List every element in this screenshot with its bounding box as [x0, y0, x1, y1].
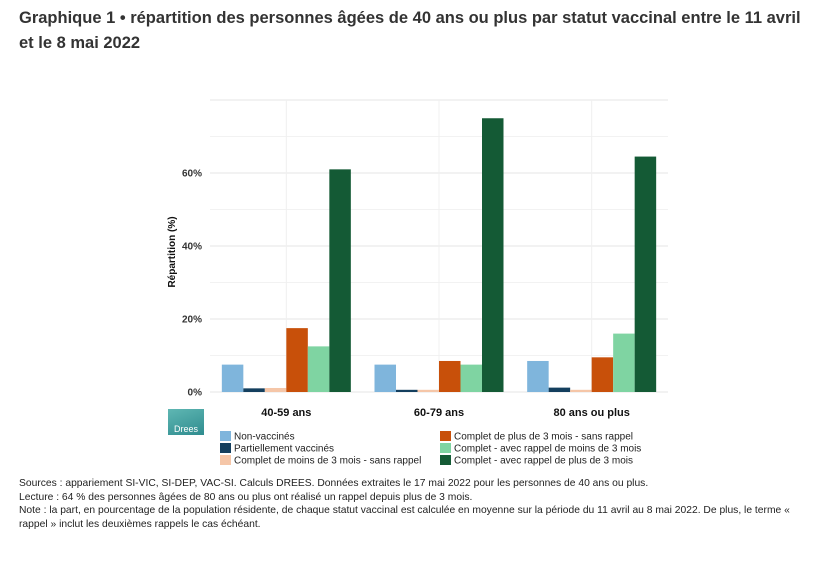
- legend-label: Complet - avec rappel de plus de 3 mois: [454, 456, 633, 467]
- bar: [243, 388, 265, 392]
- legend-swatch: [440, 431, 451, 441]
- bar: [264, 387, 287, 392]
- bar: [591, 357, 614, 392]
- bar: [613, 333, 635, 392]
- sources-note: Sources : appariement SI-VIC, SI-DEP, VA…: [19, 478, 649, 489]
- legend-label: Non-vaccinés: [234, 432, 295, 443]
- legend-swatch: [220, 443, 231, 453]
- x-tick-label: 80 ans ou plus: [553, 407, 629, 419]
- x-tick-label: 60-79 ans: [414, 407, 464, 419]
- legend: Non-vaccinés Complet de plus de 3 mois - …: [220, 431, 641, 467]
- bar: [570, 389, 592, 392]
- bars: [221, 118, 657, 392]
- y-tick-label: 0%: [188, 388, 203, 399]
- y-tick-label: 60%: [182, 169, 202, 180]
- reading-note: Lecture : 64 % des personnes âgées de 80…: [19, 491, 473, 503]
- y-axis-label: Répartition (%): [167, 216, 178, 287]
- bar: [417, 389, 439, 392]
- legend-swatch: [440, 443, 451, 453]
- legend-label: Complet de plus de 3 mois - sans rappel: [454, 432, 633, 443]
- chart-title: Graphique 1 • répartition des personnes …: [19, 9, 801, 52]
- drees-logo: Drees: [168, 409, 204, 435]
- bar: [286, 328, 308, 392]
- x-tick-label: 40-59 ans: [261, 407, 311, 419]
- legend-label: Complet de moins de 3 mois - sans rappel: [234, 456, 421, 467]
- legend-swatch: [440, 455, 451, 465]
- bar: [374, 364, 396, 392]
- bar: [221, 364, 244, 392]
- legend-label: Complet - avec rappel de moins de 3 mois: [454, 444, 641, 455]
- bar: [527, 360, 549, 392]
- method-note: Note : la part, en pourcentage de la pop…: [19, 505, 790, 530]
- bar: [329, 169, 351, 392]
- y-tick-label: 40%: [182, 242, 202, 253]
- y-axis: 0% 20% 40% 60%: [182, 169, 202, 399]
- bar: [439, 360, 461, 392]
- bar: [460, 364, 482, 392]
- bar: [548, 387, 571, 392]
- legend-label: Partiellement vaccinés: [234, 444, 334, 455]
- bar: [307, 346, 330, 392]
- x-axis: 40-59 ans 60-79 ans 80 ans ou plus: [261, 407, 630, 419]
- bar: [482, 118, 504, 392]
- y-tick-label: 20%: [182, 315, 202, 326]
- chart-notes: Sources : appariement SI-VIC, SI-DEP, VA…: [19, 477, 819, 531]
- bar: [396, 389, 418, 392]
- legend-swatch: [220, 455, 231, 465]
- grid-lines: [210, 99, 668, 393]
- bar: [634, 156, 657, 392]
- legend-swatch: [220, 431, 231, 441]
